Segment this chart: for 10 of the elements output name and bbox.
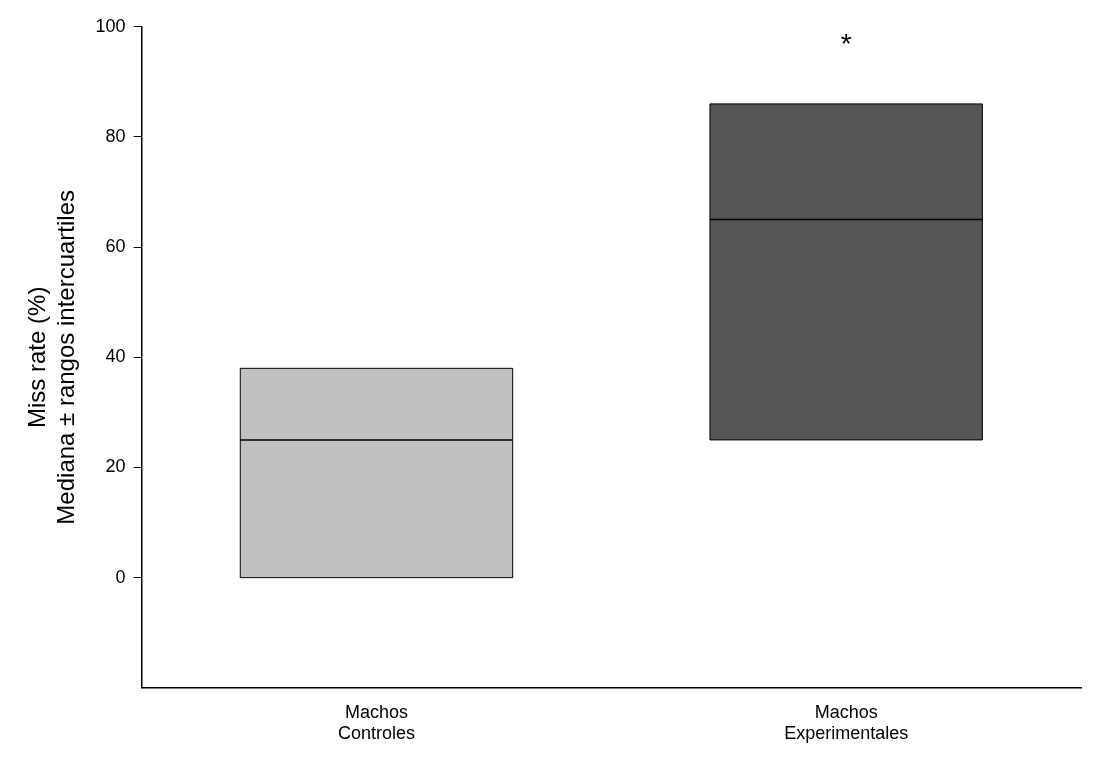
y-tick-label: 80	[105, 125, 126, 146]
y-tick-label: 40	[105, 346, 126, 367]
y-tick-label: 100	[95, 15, 126, 36]
y-tick-label: 60	[105, 236, 126, 257]
y-axis-title: Miss rate (%) Mediana ± rangos intercuartiles	[23, 189, 79, 525]
y-tick-label: 0	[115, 566, 126, 587]
annotation: *	[840, 27, 852, 59]
y-tick-label: 20	[105, 456, 126, 477]
x-tick-label: Machos Controles	[337, 701, 415, 744]
x-tick-label: Machos Experimentales	[784, 701, 909, 744]
